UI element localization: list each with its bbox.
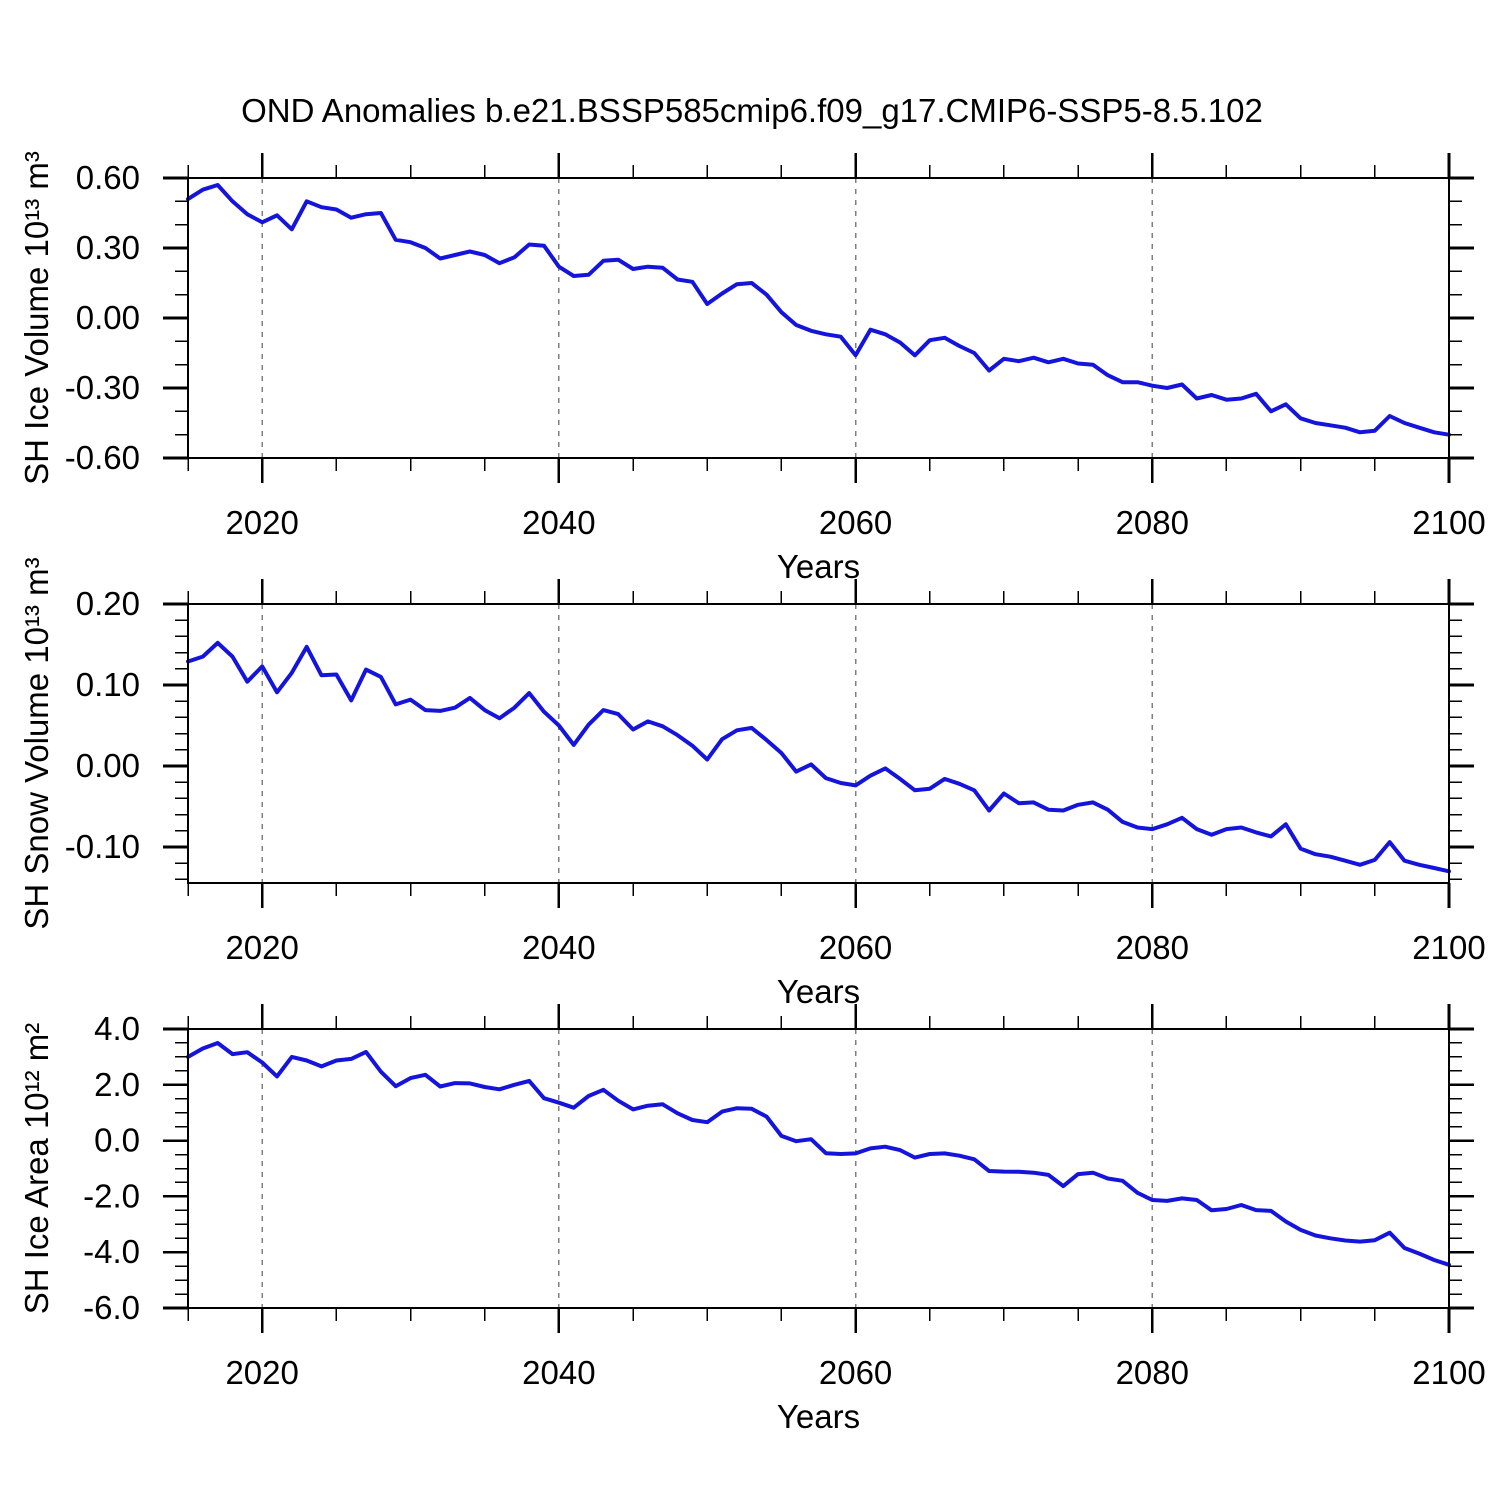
x-tick-label: 2020: [225, 1354, 298, 1391]
x-tick-label: 2040: [522, 1354, 595, 1391]
data-line-sh-ice-area: [186, 1041, 1451, 1267]
panel-sh-snow-volume: 0.20 0.10 0.00 -0.10 2020 2040 2060 2080 2100 Yea…: [18, 557, 1486, 1010]
y-tick-label: 0.10: [76, 666, 140, 703]
x-axis-title: Years: [777, 1398, 860, 1435]
y-tick-label: -4.0: [83, 1233, 140, 1270]
data-line-sh-ice-volume: [186, 183, 1451, 437]
x-tick-label: 2020: [225, 929, 298, 966]
plot-frame: [186, 1027, 1451, 1310]
x-tick-label: 2020: [225, 504, 298, 541]
y-axis-title: SH Snow Volume 10¹³ m³: [18, 557, 55, 929]
y-tick-label: -0.30: [65, 369, 140, 406]
y-tick-label: 0.00: [76, 299, 140, 336]
y-tick-label: -6.0: [83, 1289, 140, 1326]
x-tick-label: 2100: [1412, 929, 1485, 966]
x-tick-label: 2060: [819, 1354, 892, 1391]
y-tick-label: 0.20: [76, 585, 140, 622]
y-tick-label: -0.60: [65, 439, 140, 476]
panel-sh-ice-area: 4.0 2.0 0.0 -2.0 -4.0 -6.0 2020 2040 2060 2080 210…: [18, 1004, 1486, 1435]
data-line-sh-snow-volume: [186, 640, 1451, 874]
panel-sh-ice-volume: 0.60 0.30 0.00 -0.30 -0.60 2020 2040 2060 2080 21…: [18, 151, 1486, 585]
y-tick-label: 0.00: [76, 747, 140, 784]
y-tick-label: -0.10: [65, 828, 140, 865]
x-tick-label: 2100: [1412, 504, 1485, 541]
plot-frame: [186, 602, 1451, 885]
y-tick-label: 4.0: [94, 1010, 140, 1047]
figure-title: OND Anomalies b.e21.BSSP585cmip6.f09_g17…: [241, 92, 1263, 129]
x-tick-label: 2040: [522, 929, 595, 966]
x-tick-label: 2100: [1412, 1354, 1485, 1391]
x-tick-label: 2080: [1116, 504, 1189, 541]
y-tick-label: 2.0: [94, 1066, 140, 1103]
y-axis-title: SH Ice Area 10¹² m²: [18, 1023, 55, 1315]
x-tick-label: 2060: [819, 929, 892, 966]
plot-frame: [186, 176, 1451, 460]
y-axis-title: SH Ice Volume 10¹³ m³: [18, 151, 55, 485]
y-tick-label: -2.0: [83, 1177, 140, 1214]
x-tick-label: 2080: [1116, 929, 1189, 966]
y-tick-label: 0.60: [76, 159, 140, 196]
x-tick-label: 2080: [1116, 1354, 1189, 1391]
x-axis-title: Years: [777, 548, 860, 585]
y-tick-label: 0.30: [76, 229, 140, 266]
x-tick-label: 2060: [819, 504, 892, 541]
x-tick-label: 2040: [522, 504, 595, 541]
x-axis-title: Years: [777, 973, 860, 1010]
y-tick-label: 0.0: [94, 1122, 140, 1159]
